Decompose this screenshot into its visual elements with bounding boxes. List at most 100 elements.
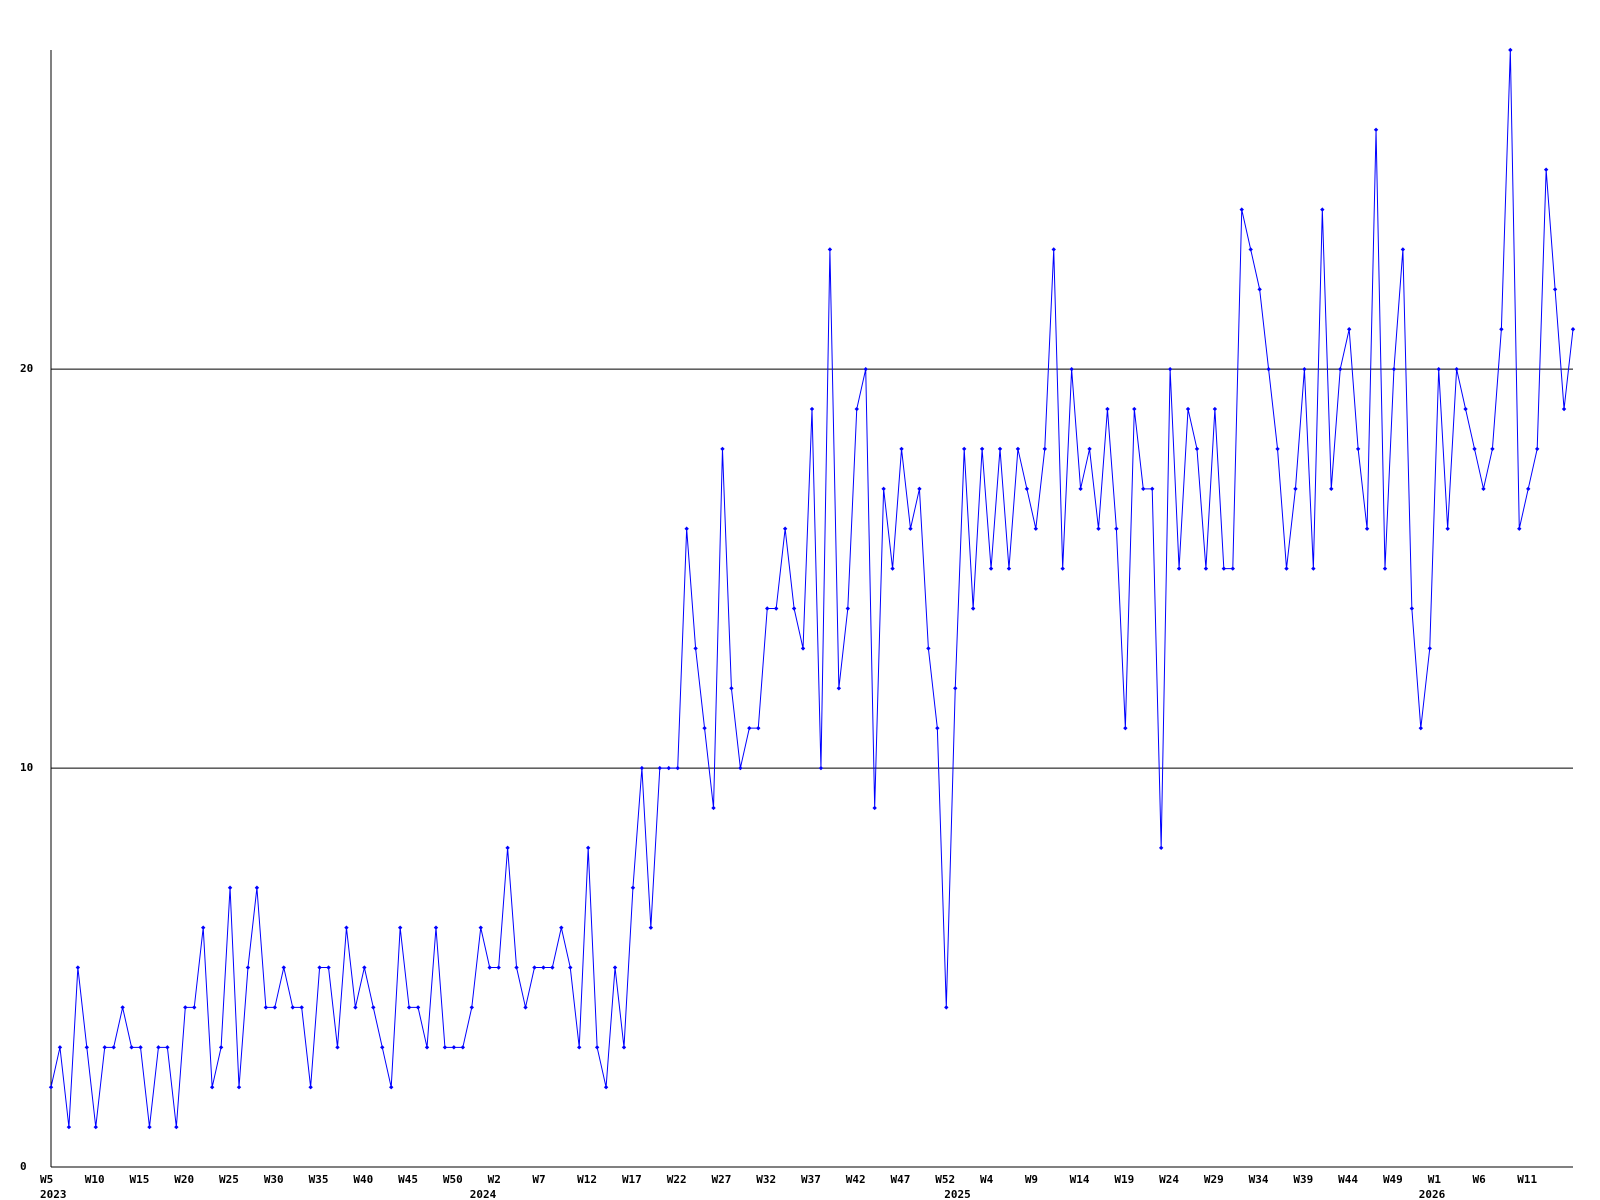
point-marker: [1481, 486, 1486, 492]
point-marker: [290, 1005, 295, 1010]
point-marker: [1051, 247, 1056, 252]
point-marker: [630, 885, 636, 890]
point-marker: [1418, 725, 1423, 731]
point-marker: [1534, 446, 1540, 452]
point-marker: [1552, 287, 1558, 292]
x-tick-label: W11: [1517, 1173, 1537, 1186]
x-tick-label: W50: [443, 1173, 463, 1186]
x-tick-label: W15: [130, 1173, 150, 1186]
point-marker: [541, 965, 546, 970]
point-marker: [693, 646, 698, 651]
point-marker: [317, 965, 322, 970]
point-marker: [1221, 566, 1227, 571]
point-marker: [953, 686, 958, 691]
point-marker: [201, 925, 206, 930]
point-marker: [1329, 486, 1334, 492]
point-marker: [344, 925, 349, 930]
point-marker: [1248, 247, 1253, 252]
point-marker: [1508, 47, 1513, 53]
point-marker: [1024, 486, 1030, 492]
point-marker: [782, 526, 788, 531]
point-marker: [1096, 526, 1101, 531]
x-tick-label: W27: [711, 1173, 731, 1186]
point-marker: [1472, 446, 1477, 452]
x-tick-label: W20: [174, 1173, 194, 1186]
point-marker: [1239, 207, 1244, 212]
point-marker: [1355, 446, 1361, 452]
point-marker: [120, 1005, 125, 1010]
point-marker: [406, 1005, 412, 1010]
point-marker: [720, 446, 725, 452]
point-marker: [1436, 366, 1441, 372]
point-marker: [1364, 526, 1370, 531]
point-marker: [1454, 366, 1459, 372]
point-marker: [1257, 287, 1262, 292]
point-marker: [183, 1005, 188, 1010]
point-marker: [532, 965, 537, 970]
point-marker: [1230, 566, 1235, 571]
point-marker: [1069, 366, 1074, 372]
point-marker: [227, 885, 233, 890]
x-tick-label: W4: [980, 1173, 994, 1186]
point-marker: [559, 925, 564, 930]
point-marker: [1382, 566, 1388, 571]
x-tick-label: W40: [353, 1173, 373, 1186]
point-marker: [1006, 566, 1012, 571]
point-marker: [756, 725, 761, 731]
point-marker: [854, 406, 859, 412]
point-marker: [1570, 327, 1576, 332]
point-marker: [433, 925, 439, 930]
point-marker: [773, 606, 779, 611]
x-tick-label: W14: [1070, 1173, 1090, 1186]
x-tick-label: W12: [577, 1173, 597, 1186]
point-marker: [684, 526, 689, 531]
point-marker: [496, 965, 501, 970]
x-tick-label: W45: [398, 1173, 418, 1186]
point-marker: [1427, 646, 1432, 651]
point-marker: [1400, 247, 1406, 252]
point-marker: [1266, 366, 1271, 372]
point-marker: [747, 725, 752, 731]
point-marker: [881, 486, 886, 492]
x-tick-label: W52: [935, 1173, 955, 1186]
point-marker: [1293, 486, 1298, 492]
point-marker: [1526, 486, 1531, 492]
point-marker: [979, 446, 985, 452]
x-tick-label: W6: [1472, 1173, 1486, 1186]
point-marker: [505, 845, 510, 851]
point-marker: [424, 1045, 430, 1050]
point-marker: [451, 1045, 457, 1050]
point-marker: [648, 925, 654, 930]
point-marker: [657, 765, 662, 771]
point-marker: [612, 965, 618, 970]
point-marker: [209, 1085, 215, 1090]
point-marker: [1517, 526, 1522, 531]
point-marker: [1409, 606, 1415, 611]
point-marker: [469, 1005, 474, 1010]
x-tick-label: W30: [264, 1173, 284, 1186]
x-tick-label: W39: [1293, 1173, 1313, 1186]
point-marker: [1212, 406, 1218, 412]
point-marker: [1185, 406, 1191, 412]
point-marker: [156, 1045, 161, 1050]
x-tick-label: W42: [846, 1173, 866, 1186]
point-marker: [836, 686, 842, 691]
point-marker: [1141, 486, 1146, 492]
point-marker: [1311, 566, 1316, 571]
x-year-label: 2024: [470, 1188, 497, 1200]
point-marker: [353, 1005, 358, 1010]
point-marker: [1338, 366, 1343, 372]
point-marker: [908, 526, 913, 531]
point-marker: [129, 1045, 134, 1050]
x-tick-label: W34: [1249, 1173, 1269, 1186]
x-year-label: 2026: [1419, 1188, 1446, 1200]
point-marker: [174, 1124, 179, 1130]
point-marker: [818, 765, 824, 771]
point-marker: [299, 1005, 304, 1010]
point-marker: [1042, 446, 1047, 452]
point-marker: [1499, 327, 1504, 332]
x-year-label: 2023: [40, 1188, 67, 1200]
point-marker: [442, 1045, 448, 1050]
